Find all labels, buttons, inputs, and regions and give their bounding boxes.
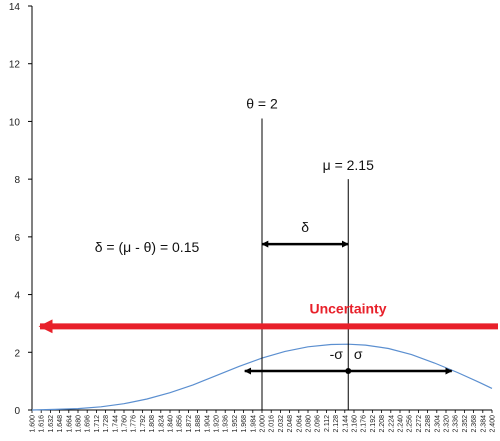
- x-tick-label: 1.712: [94, 415, 101, 433]
- x-tick-label: 1.648: [57, 415, 64, 433]
- x-tick-label: 1.792: [140, 415, 147, 433]
- x-tick-label: 2.288: [425, 415, 432, 433]
- y-tick-label: 12: [9, 60, 21, 71]
- x-tick-label: 2.256: [407, 415, 414, 433]
- x-tick-label: 1.744: [112, 415, 119, 433]
- x-tick-label: 1.872: [186, 415, 193, 433]
- delta-label: δ: [301, 219, 309, 235]
- x-tick-label: 2.272: [416, 415, 423, 433]
- x-tick-label: 2.368: [471, 415, 478, 433]
- x-tick-label: 2.000: [260, 415, 267, 433]
- x-tick-label: 2.080: [306, 415, 313, 433]
- x-tick-label: 2.192: [370, 415, 377, 433]
- sigma-plus-label: σ: [354, 346, 363, 362]
- y-tick-label: 2: [14, 348, 20, 359]
- x-tick-label: 2.352: [462, 415, 469, 433]
- y-tick-label: 4: [14, 291, 20, 302]
- x-tick-label: 2.064: [296, 415, 303, 433]
- x-tick-label: 1.664: [66, 415, 73, 433]
- x-tick-label: 1.856: [177, 415, 184, 433]
- y-tick-label: 8: [14, 175, 20, 186]
- x-tick-label: 1.952: [232, 415, 239, 433]
- sigma-center-dot: [345, 368, 352, 375]
- x-tick-label: 2.208: [379, 415, 386, 433]
- x-tick-label: 2.032: [278, 415, 285, 433]
- density-curve: [31, 343, 493, 411]
- x-tick-label: 1.632: [48, 415, 55, 433]
- x-tick-label: 1.776: [131, 415, 138, 433]
- x-tick-label: 1.600: [30, 415, 37, 433]
- x-tick-label: 1.696: [85, 415, 92, 433]
- x-tick-label: 1.616: [39, 415, 46, 433]
- x-tick-label: 1.680: [76, 415, 83, 433]
- x-tick-label: 2.112: [324, 415, 331, 432]
- x-tick-label: 1.920: [214, 415, 221, 433]
- x-tick-label: 2.176: [361, 415, 368, 433]
- y-tick-label: 0: [14, 406, 20, 417]
- x-tick-label: 2.144: [342, 415, 349, 433]
- x-tick-label: 2.304: [434, 415, 441, 433]
- x-tick-label: 1.840: [168, 415, 175, 433]
- x-tick-label: 2.320: [444, 415, 451, 433]
- y-tick-label: 14: [9, 2, 21, 13]
- x-tick-label: 2.096: [315, 415, 322, 433]
- x-tick-label: 2.224: [388, 415, 395, 433]
- x-tick-label: 1.808: [149, 415, 156, 433]
- x-tick-label: 1.888: [195, 415, 202, 433]
- x-tick-label: 2.160: [352, 415, 359, 433]
- x-tick-label: 2.016: [269, 415, 276, 433]
- x-tick-label: 1.984: [250, 415, 257, 433]
- x-tick-label: 2.048: [287, 415, 294, 433]
- x-tick-label: 2.336: [453, 415, 460, 433]
- x-tick-label: 1.904: [204, 415, 211, 433]
- sigma-minus-label: -σ: [330, 346, 344, 362]
- theta-label: θ = 2: [246, 96, 278, 112]
- x-tick-label: 2.128: [333, 415, 340, 433]
- y-tick-label: 6: [14, 233, 20, 244]
- uncertainty-label: Uncertainty: [309, 300, 386, 316]
- x-tick-label: 1.968: [241, 415, 248, 433]
- x-tick-label: 2.384: [480, 415, 487, 433]
- mu-label: μ = 2.15: [323, 157, 374, 173]
- x-axis: 1.600 1.616 1.632 1.648 1.664 1.680 1.696 1.712…: [30, 409, 497, 433]
- y-axis: 0 2 4 6 8 10 12 14: [9, 2, 33, 417]
- x-tick-label: 1.936: [223, 415, 230, 433]
- x-tick-label: 2.400: [490, 415, 497, 433]
- delta-formula: δ = (μ - θ) = 0.15: [95, 239, 200, 255]
- x-tick-label: 1.824: [158, 415, 165, 433]
- x-tick-label: 2.240: [398, 415, 405, 433]
- x-tick-label: 1.728: [103, 415, 110, 433]
- x-tick-label: 1.760: [122, 415, 129, 433]
- y-tick-label: 10: [9, 117, 21, 128]
